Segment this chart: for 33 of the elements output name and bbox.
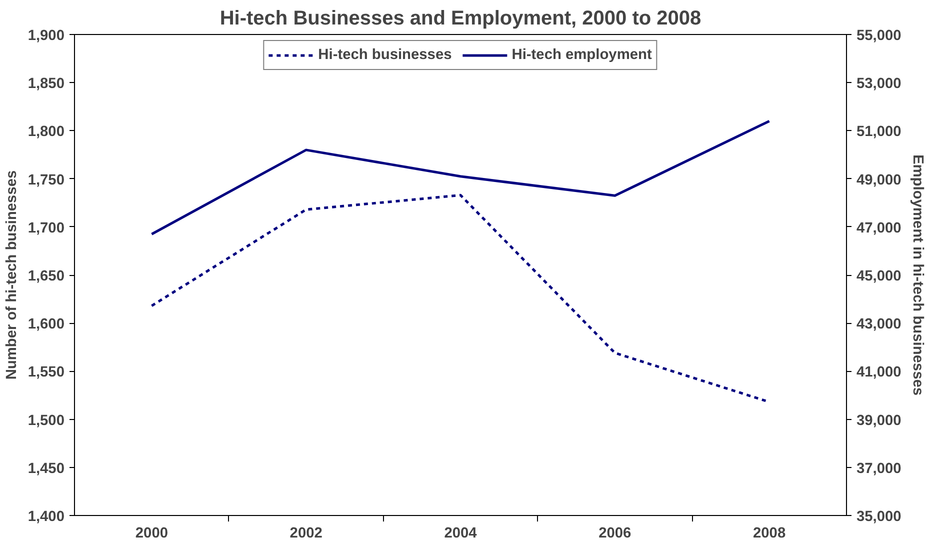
- y-tick-label: 1,550: [28, 364, 65, 381]
- y2-tick-label: 43,000: [856, 316, 902, 333]
- y2-axis-title: Employment in hi-tech businesses: [909, 154, 926, 396]
- y-tick-label: 1,900: [28, 28, 65, 44]
- y2-tick-label: 35,000: [856, 509, 902, 525]
- y-axis-title: Number of hi-tech businesses: [4, 170, 20, 380]
- y2-tick-label: 51,000: [856, 124, 902, 140]
- y-tick-label: 1,850: [28, 76, 65, 92]
- y-tick-label: 1,450: [28, 460, 65, 477]
- y2-tick-label: 41,000: [856, 364, 902, 381]
- y2-tick-label: 37,000: [856, 460, 902, 477]
- y-tick-label: 1,700: [28, 220, 65, 236]
- y2-tick-label: 49,000: [856, 172, 902, 188]
- chart-title: Hi-tech Businesses and Employment, 2000 to 2008: [220, 8, 702, 30]
- x-tick-label: 2004: [444, 526, 478, 540]
- y-tick-label: 1,600: [28, 316, 65, 333]
- x-tick-label: 2006: [598, 526, 632, 540]
- x-tick-label: 2008: [753, 526, 786, 540]
- y2-tick-label: 53,000: [856, 76, 902, 92]
- y-tick-label: 1,650: [28, 268, 65, 284]
- y2-tick-label: 39,000: [856, 412, 902, 429]
- y-tick-label: 1,400: [28, 509, 65, 525]
- y-tick-label: 1,750: [28, 172, 65, 188]
- line-series: [150, 120, 771, 236]
- y2-tick-label: 47,000: [856, 220, 902, 236]
- legend-label: Hi-tech employment: [512, 47, 652, 63]
- x-tick-label: 2002: [290, 526, 322, 540]
- y-tick-label: 1,800: [28, 124, 65, 140]
- legend-label: Hi-tech businesses: [318, 47, 452, 63]
- y-tick-label: 1,500: [28, 412, 65, 429]
- y2-tick-label: 55,000: [856, 28, 902, 44]
- x-tick-label: 2000: [135, 526, 168, 540]
- y2-tick-label: 45,000: [856, 268, 902, 284]
